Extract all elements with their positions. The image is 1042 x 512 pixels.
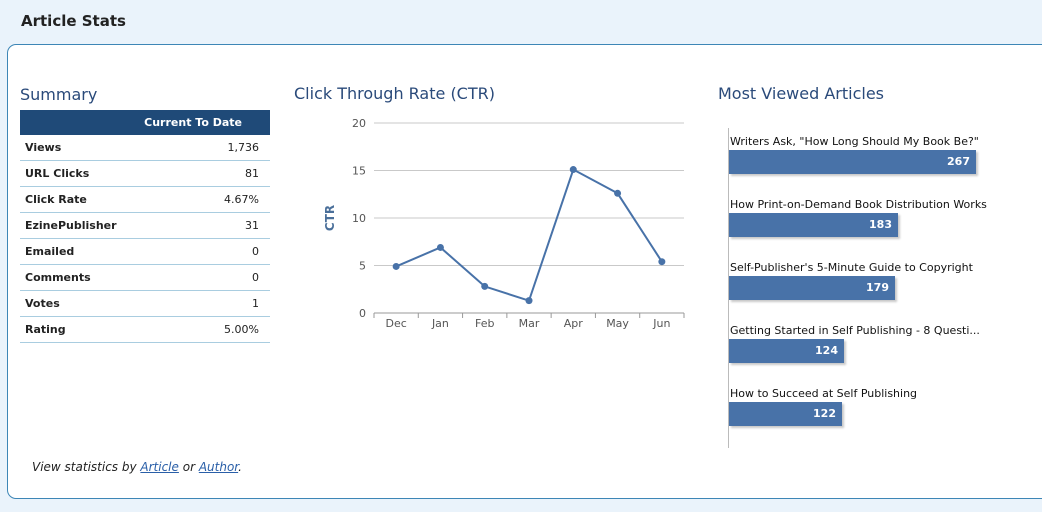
ctr-data-point [658, 258, 666, 266]
most-viewed-bar: 179 [729, 276, 895, 300]
ctr-line-chart: 0 5 10 15 20 Dec Jan Feb Mar Apr May Jun CTR [323, 117, 685, 330]
summary-row-value: 4.67% [131, 186, 270, 213]
summary-row-label: Click Rate [20, 186, 132, 213]
summary-row-value: 81 [131, 160, 270, 187]
summary-row-value: 1,736 [131, 135, 270, 161]
most-viewed-bar: 267 [729, 150, 976, 174]
ctr-x-tick-label: Dec [385, 317, 406, 330]
summary-row-label: Comments [20, 264, 132, 291]
article-link[interactable]: Article [140, 460, 179, 474]
ctr-series-line [395, 168, 663, 302]
author-link[interactable]: Author [198, 460, 239, 474]
summary-row: Comments 0 [20, 264, 270, 291]
summary-row: Views 1,736 [20, 135, 270, 161]
summary-row-value: 0 [131, 238, 270, 265]
ctr-y-tick-label: 20 [352, 117, 366, 130]
ctr-x-tick-label: May [606, 317, 629, 330]
summary-row-value: 0 [131, 264, 270, 291]
summary-header-row: Current To Date [20, 110, 270, 135]
summary-table: Current To Date Views 1,736 URL Clicks 81 Cl… [20, 110, 270, 343]
summary-header-blank [20, 110, 132, 135]
most-viewed-title: Most Viewed Articles [718, 84, 885, 103]
summary-row-label: URL Clicks [20, 160, 132, 187]
ctr-y-tick-label: 10 [352, 212, 366, 225]
most-viewed-bar: 124 [729, 339, 844, 363]
most-viewed-axis [728, 128, 729, 448]
summary-row-label: Votes [20, 290, 132, 317]
summary-row: Click Rate 4.67% [20, 186, 270, 213]
footer-prefix: View statistics by [32, 460, 137, 474]
summary-title: Summary [20, 85, 98, 104]
summary-row-label: EzinePublisher [20, 212, 132, 239]
summary-row: Emailed 0 [20, 238, 270, 265]
most-viewed-article-title[interactable]: Writers Ask, "How Long Should My Book Be… [730, 135, 979, 148]
ctr-x-tick-label: Jun [652, 317, 670, 330]
most-viewed-chart: Writers Ask, "How Long Should My Book Be… [728, 128, 1028, 448]
summary-column-header: Current To Date [131, 110, 270, 135]
ctr-data-point [436, 243, 444, 251]
most-viewed-article-title[interactable]: Self-Publisher's 5-Minute Guide to Copyr… [730, 261, 973, 274]
ctr-x-tick-label: Jan [431, 317, 449, 330]
ctr-data-point [569, 166, 577, 174]
summary-row-label: Views [20, 135, 132, 161]
summary-row-value: 5.00% [131, 316, 270, 343]
page-header: Article Stats [0, 0, 1042, 44]
summary-row-label: Rating [20, 316, 132, 343]
ctr-y-tick-label: 15 [352, 165, 366, 178]
summary-row-label: Emailed [20, 238, 132, 265]
ctr-y-tick-label: 5 [359, 260, 366, 273]
most-viewed-bar: 183 [729, 213, 898, 237]
ctr-x-tick-label: Feb [475, 317, 494, 330]
most-viewed-bar: 122 [729, 402, 842, 426]
summary-row: Votes 1 [20, 290, 270, 317]
ctr-data-point [525, 297, 533, 305]
summary-row: URL Clicks 81 [20, 160, 270, 187]
footer-middle: or [182, 460, 196, 474]
ctr-data-point [392, 262, 400, 270]
ctr-x-tick-label: Apr [564, 317, 584, 330]
ctr-chart-title: Click Through Rate (CTR) [294, 84, 495, 103]
ctr-y-tick-label: 0 [359, 307, 366, 320]
most-viewed-article-title[interactable]: Getting Started in Self Publishing - 8 Q… [730, 324, 980, 337]
summary-row: Rating 5.00% [20, 316, 270, 343]
view-statistics-note: View statistics by Article or Author. [32, 460, 242, 474]
most-viewed-article-title[interactable]: How to Succeed at Self Publishing [730, 387, 918, 400]
footer-suffix: . [238, 460, 242, 474]
ctr-data-point [614, 189, 622, 197]
ctr-data-point [481, 282, 489, 290]
summary-row-value: 31 [131, 212, 270, 239]
page-title: Article Stats [21, 12, 126, 30]
ctr-y-axis-label: CTR [323, 205, 337, 231]
summary-row: EzinePublisher 31 [20, 212, 270, 239]
summary-row-value: 1 [131, 290, 270, 317]
most-viewed-article-title[interactable]: How Print-on-Demand Book Distribution Wo… [730, 198, 987, 211]
ctr-x-tick-label: Mar [519, 317, 540, 330]
